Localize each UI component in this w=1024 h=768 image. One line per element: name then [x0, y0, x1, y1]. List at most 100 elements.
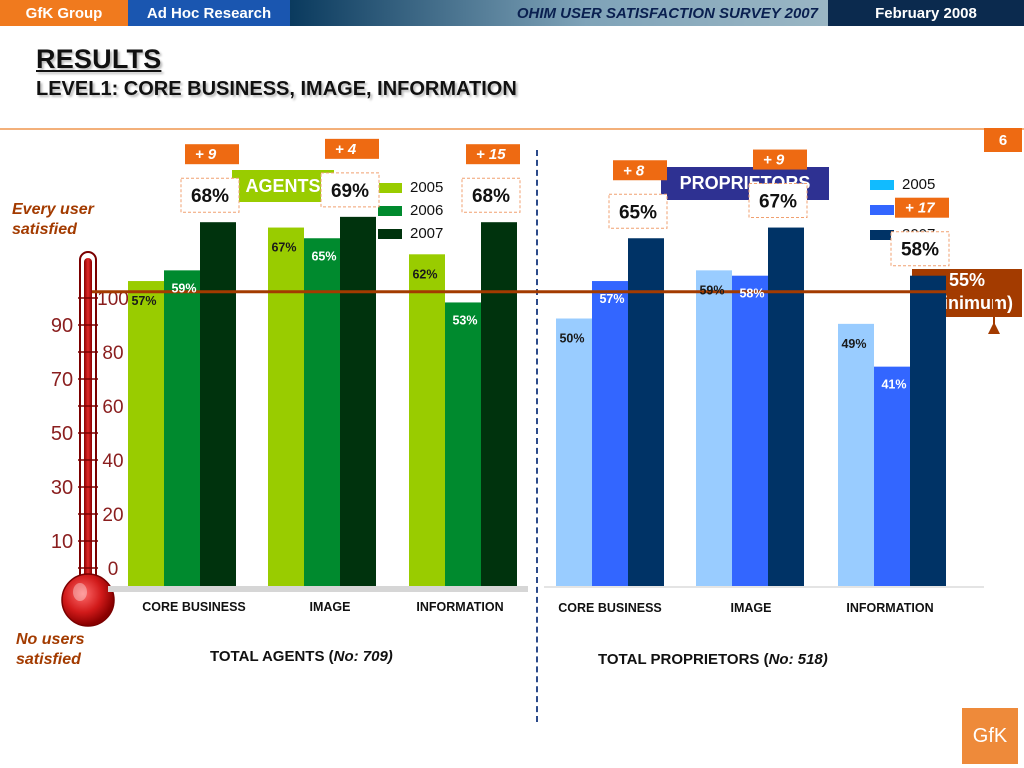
bar-proprietors-2006 — [874, 366, 910, 586]
proprietors-category-information: INFORMATION — [846, 601, 934, 615]
bar-value-box — [608, 193, 668, 229]
bar-value-label: 58% — [901, 240, 939, 261]
bar-value-label: 59% — [171, 281, 196, 295]
every-user-satisfied-note: Every user satisfied — [12, 201, 94, 238]
bar-value-label: 41% — [881, 378, 906, 392]
agents-legend: 2005 2006 2007 — [378, 176, 443, 245]
reference-line-layer — [92, 290, 1000, 334]
bar-value-label: 65% — [619, 202, 657, 223]
panel-divider — [536, 150, 538, 722]
bars-layer — [108, 216, 984, 592]
bar-proprietors-2006 — [732, 275, 768, 586]
title-divider — [0, 128, 1024, 130]
bar-value-label: 49% — [841, 337, 866, 351]
page-title: RESULTS — [36, 44, 162, 74]
header-date: February 2008 — [828, 0, 1024, 26]
legend-label: 2005 — [410, 179, 444, 196]
bar-value-label: 57% — [599, 292, 624, 306]
agents-category-core-business: CORE BUSINESS — [142, 600, 246, 614]
legend-swatch — [870, 204, 894, 215]
thermometer-scale-left-label: 90 — [51, 315, 73, 337]
bar-value-box — [890, 231, 950, 267]
bar-value-label: 59% — [699, 283, 724, 297]
thermometer-scale-right-label: 20 — [102, 505, 123, 526]
total-proprietors-count: No: 518) — [768, 651, 828, 668]
increase-badge — [613, 160, 667, 181]
total-proprietors-prefix: TOTAL PROPRIETORS ( — [598, 651, 769, 668]
thermometer-scale-right-label: 80 — [102, 343, 123, 364]
bar-agents-2005 — [409, 254, 445, 587]
bar-agents-2007 — [340, 216, 376, 586]
header-department: Ad Hoc Research — [128, 0, 290, 26]
legend-swatch — [378, 205, 402, 216]
agents-category-information: INFORMATION — [416, 600, 504, 614]
bar-proprietors-2005 — [556, 318, 592, 586]
legend-swatch — [378, 228, 402, 239]
bar-value-label: 68% — [472, 186, 510, 207]
bar-value-label: 50% — [559, 332, 584, 346]
total-agents-count: No: 709) — [333, 648, 393, 665]
bar-proprietors-2005 — [838, 323, 874, 586]
agents-badge: AGENTS — [232, 170, 334, 202]
bar-value-label: 68% — [191, 186, 229, 207]
legend-label: 2005 — [902, 176, 936, 193]
bar-value-label: 53% — [452, 313, 477, 327]
bar-value-label: 67% — [759, 192, 797, 213]
thermometer-scale-left-label: 10 — [51, 531, 73, 553]
bar-agents-2006 — [304, 238, 340, 586]
header-survey-title: OHIM USER SATISFACTION SURVEY 2007 — [290, 0, 828, 26]
bar-proprietors-2006 — [592, 281, 628, 586]
increase-badge-label: + 9 — [763, 152, 785, 169]
increase-badge-label: + 9 — [195, 146, 217, 163]
total-agents: TOTAL AGENTS (No: 709) — [210, 648, 393, 665]
bar-agents-2006 — [445, 302, 481, 586]
minimum-reference-arrow — [988, 322, 1000, 334]
thermometer-mercury — [84, 258, 92, 588]
bar-value-label: 67% — [271, 241, 296, 255]
bar-value-label: 69% — [331, 181, 369, 202]
increase-badge — [185, 144, 239, 165]
bar-agents-2007 — [200, 222, 236, 586]
bar-proprietors-2007 — [628, 238, 664, 586]
legend-item: 2005 — [870, 172, 935, 197]
legend-item: 2007 — [378, 222, 443, 245]
thermometer-scale-right-label: 100 — [97, 289, 129, 310]
legend-item: 2005 — [378, 176, 443, 199]
increase-badge — [466, 144, 520, 165]
proprietors-category-core-business: CORE BUSINESS — [558, 601, 662, 615]
header-brand: GfK Group — [0, 0, 128, 26]
increase-badge — [895, 197, 949, 218]
bar-agents-2006 — [164, 270, 200, 586]
increase-badge — [753, 149, 807, 170]
bar-value-box — [748, 183, 808, 219]
bar-value-box — [461, 177, 521, 213]
labels-layer: 57% 59% 68% + 9 67% 65% 69% + 4 62% 53% 68% + 15 50%… — [131, 138, 950, 392]
bar-value-box — [180, 177, 240, 213]
bar-value-label: 57% — [131, 294, 156, 308]
bar-agents-2007 — [481, 222, 517, 586]
legend-label: 2006 — [410, 202, 444, 219]
thermometer-scale-right-label: 40 — [102, 451, 123, 472]
bar-agents-2005 — [128, 281, 164, 586]
bar-proprietors-2007 — [910, 275, 946, 586]
thermometer-scale-left-label: 70 — [51, 369, 73, 391]
bar-proprietors-2005 — [696, 270, 732, 586]
thermometer-scale-right-label: 0 — [108, 559, 119, 580]
thermometer-scale-right-label: 60 — [102, 397, 123, 418]
increase-badge-label: + 17 — [905, 200, 935, 217]
increase-badge-label: + 4 — [335, 141, 357, 158]
legend-swatch — [378, 182, 402, 193]
thermometer: 90 70 50 30 10 100 80 60 40 20 0 — [51, 251, 129, 627]
bar-value-label: 62% — [412, 267, 437, 281]
bar-agents-2005 — [268, 227, 304, 587]
legend-item: 2006 — [378, 199, 443, 222]
bar-proprietors-2007 — [768, 227, 804, 587]
increase-badge-label: + 15 — [476, 146, 506, 163]
thermometer-bulb-shine — [73, 583, 87, 601]
agents-baseline — [108, 586, 528, 592]
bar-value-label: 58% — [739, 287, 764, 301]
total-proprietors: TOTAL PROPRIETORS (No: 518) — [598, 651, 828, 668]
legend-swatch — [870, 229, 894, 240]
thermometer-scale-left-label: 30 — [51, 477, 73, 499]
